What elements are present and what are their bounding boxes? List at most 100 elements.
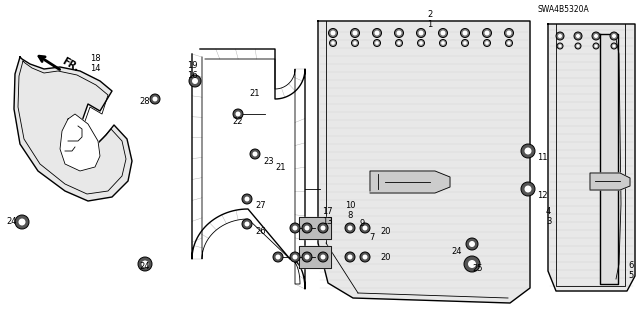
Circle shape bbox=[374, 31, 380, 35]
Circle shape bbox=[250, 149, 260, 159]
Polygon shape bbox=[548, 24, 635, 291]
Circle shape bbox=[253, 152, 257, 157]
Circle shape bbox=[290, 252, 300, 262]
Text: 5: 5 bbox=[628, 271, 633, 280]
Circle shape bbox=[345, 223, 355, 233]
Circle shape bbox=[574, 32, 582, 40]
Circle shape bbox=[318, 223, 328, 233]
Circle shape bbox=[483, 40, 490, 47]
Circle shape bbox=[557, 43, 563, 49]
Circle shape bbox=[593, 43, 599, 49]
Text: 3: 3 bbox=[546, 217, 552, 226]
Text: 7: 7 bbox=[369, 233, 374, 241]
Circle shape bbox=[576, 34, 580, 38]
Circle shape bbox=[273, 252, 283, 262]
Circle shape bbox=[610, 32, 618, 40]
Circle shape bbox=[440, 31, 445, 35]
Circle shape bbox=[438, 28, 447, 38]
Circle shape bbox=[441, 41, 445, 45]
Circle shape bbox=[330, 40, 337, 47]
Circle shape bbox=[292, 255, 298, 259]
Circle shape bbox=[595, 44, 598, 48]
Circle shape bbox=[328, 28, 337, 38]
Text: 9: 9 bbox=[360, 219, 365, 228]
Text: 1: 1 bbox=[428, 20, 433, 29]
Circle shape bbox=[469, 241, 475, 247]
Circle shape bbox=[483, 28, 492, 38]
Circle shape bbox=[397, 41, 401, 45]
Circle shape bbox=[440, 40, 447, 47]
Polygon shape bbox=[590, 173, 630, 190]
Circle shape bbox=[594, 34, 598, 38]
Circle shape bbox=[556, 32, 564, 40]
Circle shape bbox=[244, 197, 250, 202]
Circle shape bbox=[348, 255, 353, 259]
Text: 22: 22 bbox=[232, 116, 243, 125]
Circle shape bbox=[152, 97, 157, 101]
Circle shape bbox=[351, 40, 358, 47]
Text: 13: 13 bbox=[322, 217, 333, 226]
Text: 11: 11 bbox=[537, 153, 547, 162]
Circle shape bbox=[321, 255, 326, 259]
Circle shape bbox=[417, 40, 424, 47]
Circle shape bbox=[484, 31, 490, 35]
Circle shape bbox=[353, 31, 358, 35]
Text: 8: 8 bbox=[348, 211, 353, 220]
Circle shape bbox=[290, 223, 300, 233]
Circle shape bbox=[244, 221, 250, 226]
Text: 16: 16 bbox=[187, 71, 197, 80]
Circle shape bbox=[374, 40, 381, 47]
Text: 20: 20 bbox=[380, 226, 390, 235]
Circle shape bbox=[417, 28, 426, 38]
Text: 24: 24 bbox=[451, 247, 462, 256]
Circle shape bbox=[305, 226, 310, 231]
Circle shape bbox=[318, 252, 328, 262]
Circle shape bbox=[375, 41, 379, 45]
Polygon shape bbox=[370, 171, 450, 193]
Text: 10: 10 bbox=[345, 201, 355, 210]
Circle shape bbox=[321, 226, 326, 231]
Circle shape bbox=[372, 28, 381, 38]
Circle shape bbox=[348, 226, 353, 231]
Circle shape bbox=[559, 44, 561, 48]
Circle shape bbox=[592, 32, 600, 40]
Circle shape bbox=[506, 31, 511, 35]
Text: 12: 12 bbox=[537, 191, 547, 201]
Text: 20: 20 bbox=[380, 253, 390, 262]
Circle shape bbox=[362, 255, 367, 259]
Circle shape bbox=[506, 40, 513, 47]
Circle shape bbox=[463, 31, 467, 35]
Circle shape bbox=[242, 194, 252, 204]
Circle shape bbox=[292, 226, 298, 231]
Circle shape bbox=[558, 34, 562, 38]
Circle shape bbox=[302, 223, 312, 233]
Circle shape bbox=[242, 219, 252, 229]
Polygon shape bbox=[299, 246, 331, 268]
Polygon shape bbox=[318, 21, 530, 303]
Polygon shape bbox=[299, 217, 331, 239]
Text: 19: 19 bbox=[187, 61, 197, 70]
Text: 17: 17 bbox=[322, 206, 333, 216]
Polygon shape bbox=[14, 57, 132, 201]
Circle shape bbox=[612, 44, 616, 48]
Circle shape bbox=[521, 182, 535, 196]
Circle shape bbox=[236, 112, 241, 116]
Circle shape bbox=[397, 31, 401, 35]
Text: 21: 21 bbox=[275, 162, 285, 172]
Circle shape bbox=[575, 43, 581, 49]
Circle shape bbox=[525, 147, 531, 154]
Text: 27: 27 bbox=[255, 202, 266, 211]
Circle shape bbox=[468, 260, 476, 268]
Circle shape bbox=[15, 215, 29, 229]
Circle shape bbox=[464, 256, 480, 272]
Circle shape bbox=[353, 41, 357, 45]
Circle shape bbox=[466, 238, 478, 250]
Polygon shape bbox=[60, 114, 100, 171]
Circle shape bbox=[189, 75, 201, 87]
Polygon shape bbox=[600, 34, 618, 284]
Circle shape bbox=[360, 223, 370, 233]
Circle shape bbox=[485, 41, 489, 45]
Text: 26: 26 bbox=[255, 226, 266, 235]
Circle shape bbox=[138, 257, 152, 271]
Circle shape bbox=[394, 28, 403, 38]
